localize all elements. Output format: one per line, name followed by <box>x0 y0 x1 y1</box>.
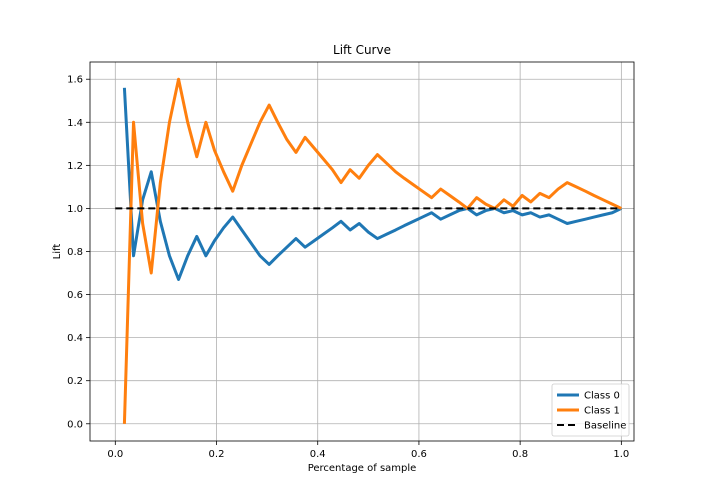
y-tick-label: 0.0 <box>67 419 83 430</box>
chart-title: Lift Curve <box>333 43 391 57</box>
y-tick-label: 0.6 <box>67 290 83 301</box>
legend-label: Baseline <box>584 421 626 432</box>
y-tick-label: 0.2 <box>67 376 83 387</box>
x-tick-label: 1.0 <box>613 449 629 460</box>
legend: Class 0 Class 1 Baseline <box>551 383 630 437</box>
legend-label: Class 1 <box>584 406 620 417</box>
y-tick-label: 0.4 <box>67 333 83 344</box>
y-tick-label: 1.4 <box>67 118 83 129</box>
x-tick-label: 0.0 <box>107 449 123 460</box>
legend-box <box>551 383 630 437</box>
x-tick-label: 0.6 <box>411 449 427 460</box>
y-tick-label: 1.2 <box>67 161 83 172</box>
y-axis-label: Lift <box>52 244 63 260</box>
x-tick-label: 0.8 <box>512 449 528 460</box>
axis-ticks: 0.0 0.2 0.4 0.6 0.8 1.0 0.0 0.2 0.4 0.6 0.8 1.0 1.2 1… <box>67 75 629 460</box>
series-line-class-0 <box>122 87 622 281</box>
legend-label: Class 0 <box>584 391 620 402</box>
x-tick-label: 0.4 <box>310 449 326 460</box>
x-axis-label: Percentage of sample <box>308 463 417 474</box>
plot-frame <box>89 61 635 442</box>
series-line-class-1 <box>122 77 622 424</box>
y-tick-label: 1.0 <box>67 204 83 215</box>
y-tick-label: 0.8 <box>67 247 83 258</box>
series-lines <box>115 77 622 424</box>
y-tick-label: 1.6 <box>67 75 83 86</box>
x-tick-label: 0.2 <box>209 449 225 460</box>
